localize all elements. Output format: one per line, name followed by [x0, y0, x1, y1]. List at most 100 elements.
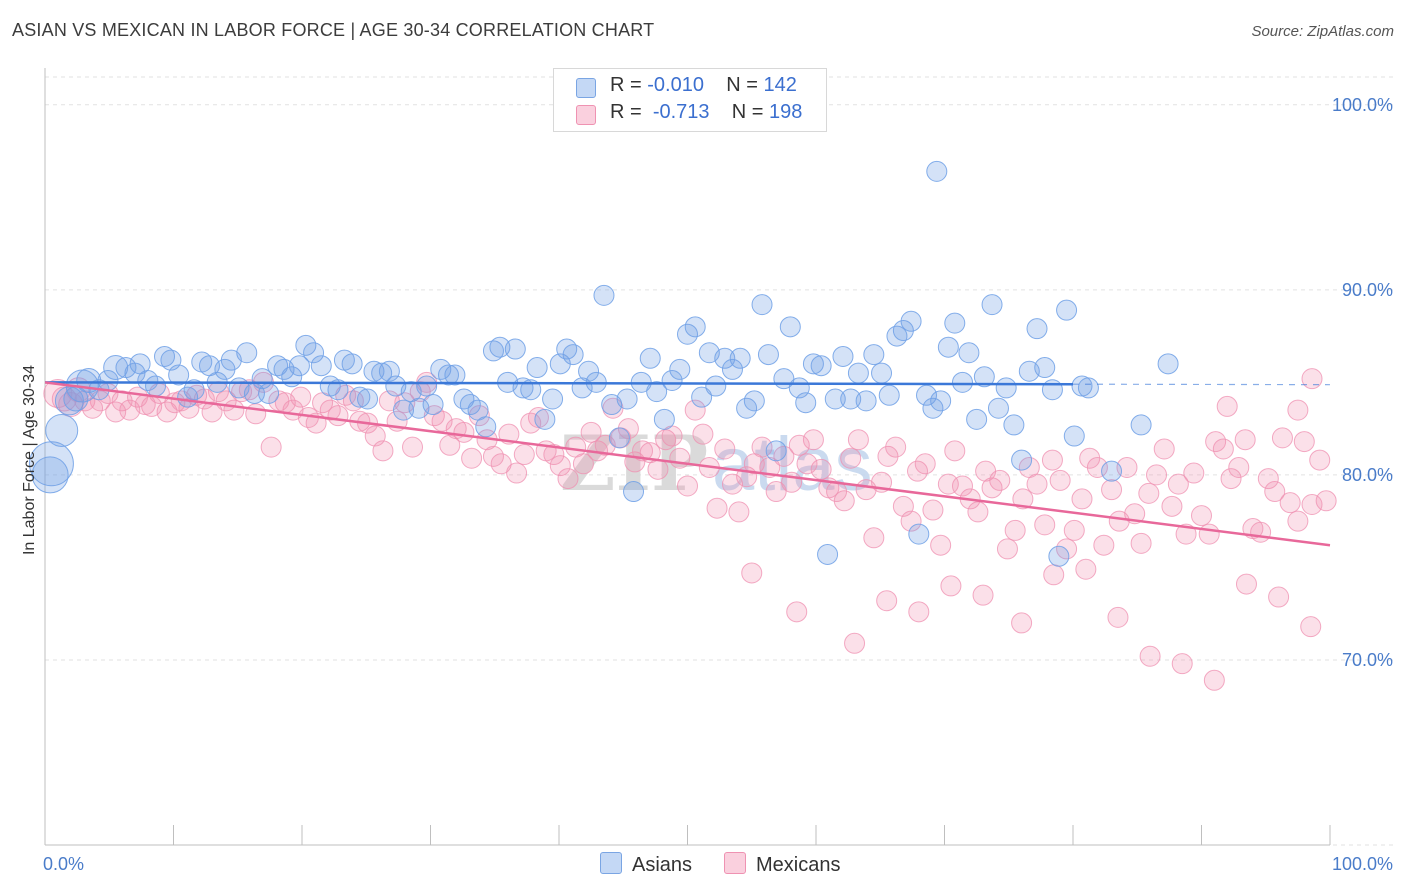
mexicans-point: [1075, 558, 1097, 580]
mexicans-point: [1056, 538, 1078, 560]
bottom-legend-swatch-mexicans: [724, 852, 746, 874]
asians-point: [556, 338, 578, 360]
asians-point: [810, 355, 832, 377]
mexicans-point: [201, 401, 223, 423]
mexicans-point: [907, 460, 929, 482]
mexicans-point: [972, 584, 994, 606]
asians-point: [363, 360, 385, 382]
asians-point: [757, 344, 779, 366]
watermark-atlas: atlas: [712, 422, 873, 507]
asians-point: [437, 364, 459, 386]
asians-point: [28, 441, 74, 487]
asians-point: [482, 340, 504, 362]
source-label: Source: ZipAtlas.com: [1251, 23, 1394, 40]
x-tick-label-max: 100.0%: [1332, 854, 1393, 874]
asians-point: [817, 543, 839, 565]
asians-point: [973, 366, 995, 388]
asians-point: [736, 397, 758, 419]
asians-point: [608, 427, 630, 449]
mexicans-point: [1107, 606, 1129, 628]
mexicans-point: [944, 440, 966, 462]
asians-point: [526, 357, 548, 379]
mexicans-point: [572, 453, 594, 475]
mexicans-point: [1139, 645, 1161, 667]
mexicans-point: [439, 434, 461, 456]
asians-point: [951, 371, 973, 393]
bottom-legend-mexicans: Mexicans: [724, 852, 840, 877]
asians-point: [863, 344, 885, 366]
asians-point: [416, 375, 438, 397]
asians-point: [795, 392, 817, 414]
mexicans-point: [580, 421, 602, 443]
asians-point: [930, 390, 952, 412]
mexicans-point: [1175, 523, 1197, 545]
asians-point: [1077, 377, 1099, 399]
asians-point: [1041, 379, 1063, 401]
asians-point: [878, 384, 900, 406]
mexicans-point: [482, 445, 504, 467]
asians-point: [349, 386, 371, 408]
mexicans-point: [765, 481, 787, 503]
asians-point: [900, 310, 922, 332]
mexicans-point: [1250, 521, 1272, 543]
mexicans-point: [840, 447, 862, 469]
mexicans-point: [319, 399, 341, 421]
asians-point: [54, 386, 84, 416]
asians-point: [453, 388, 475, 410]
mexicans-point: [543, 444, 565, 466]
asians-point: [288, 355, 310, 377]
mexicans-point: [1041, 449, 1063, 471]
mexicans-point: [453, 421, 475, 443]
asians-point: [1026, 318, 1048, 340]
mexicans-point: [951, 475, 973, 497]
asians-point: [1130, 414, 1152, 436]
mexicans-point: [1108, 510, 1130, 532]
asians-point: [765, 440, 787, 462]
mexicans-point: [967, 501, 989, 523]
mexicans-point: [1161, 495, 1183, 517]
mexicans-point: [1228, 456, 1250, 478]
mexicans-point: [513, 444, 535, 466]
mexicans-point: [885, 436, 907, 458]
mexicans-point: [1011, 612, 1033, 634]
asians-point: [937, 336, 959, 358]
asians-point: [684, 316, 706, 338]
mexicans-point: [647, 458, 669, 480]
mexicans-point: [402, 436, 424, 458]
mexicans-point: [1138, 482, 1160, 504]
asians-point: [779, 316, 801, 338]
asians-point: [1048, 545, 1070, 567]
asians-point: [944, 312, 966, 334]
asians-point: [1018, 360, 1040, 382]
asians-point: [459, 394, 481, 416]
asians-point: [1157, 353, 1179, 375]
mexicans-point: [981, 477, 1003, 499]
mexicans-point: [863, 527, 885, 549]
mexicans-point: [1004, 519, 1026, 541]
mexicans-point: [506, 462, 528, 484]
asians-point: [542, 388, 564, 410]
mexicans-point: [1116, 456, 1138, 478]
mexicans-point: [1220, 468, 1242, 490]
asians-point: [45, 413, 79, 447]
mexicans-point: [989, 469, 1011, 491]
legend-text-mexicans: R = -0.713 N = 198: [610, 101, 803, 123]
asians-point: [623, 481, 645, 503]
mexicans-point: [1093, 534, 1115, 556]
asians-point: [916, 384, 938, 406]
x-tick-label-min: 0.0%: [43, 854, 84, 874]
mexicans-point: [1183, 462, 1205, 484]
asians-point: [802, 353, 824, 375]
asians-point: [824, 388, 846, 410]
asians-point: [847, 362, 869, 384]
mexicans-point: [327, 405, 349, 427]
chart-title: ASIAN VS MEXICAN IN LABOR FORCE | AGE 30…: [12, 20, 655, 40]
mexicans-point: [1146, 464, 1168, 486]
mexicans-point: [423, 405, 445, 427]
asians-point: [669, 358, 691, 380]
mexicans-point: [786, 601, 808, 623]
legend-text-asians: R = -0.010 N = 142: [610, 74, 797, 96]
asians-point: [444, 364, 466, 386]
mexicans-point: [721, 473, 743, 495]
mexicans-point: [223, 399, 245, 421]
